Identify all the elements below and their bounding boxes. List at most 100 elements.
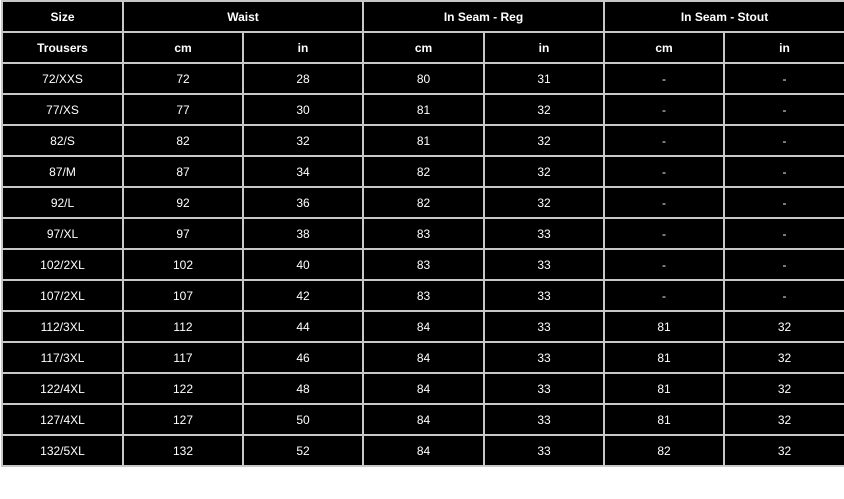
table-cell: 84 — [362, 310, 485, 343]
table-cell: - — [603, 279, 726, 312]
table-cell: 32 — [482, 155, 606, 188]
table-cell: 31 — [482, 62, 606, 95]
table-cell: 33 — [482, 248, 606, 281]
table-cell: - — [723, 155, 844, 188]
table-cell: - — [603, 186, 726, 219]
table-cell: 127 — [122, 403, 244, 436]
table-cell: 122 — [122, 372, 244, 405]
table-cell: 32 — [242, 124, 364, 157]
table-cell: 32 — [482, 186, 606, 219]
size-cell: 102/2XL — [1, 248, 124, 281]
size-cell: 77/XS — [1, 93, 124, 126]
table-cell: 84 — [362, 372, 485, 405]
subheader-cell: cm — [362, 31, 485, 64]
table-cell: 40 — [242, 248, 364, 281]
table-cell: 132 — [122, 434, 244, 467]
table-cell: - — [603, 248, 726, 281]
table-cell: 82 — [362, 186, 485, 219]
table-cell: 33 — [482, 310, 606, 343]
table-cell: 84 — [362, 341, 485, 374]
table-cell: 50 — [242, 403, 364, 436]
header-row: Size Waist In Seam - Reg In Seam - Stout — [1, 0, 844, 33]
size-cell: 87/M — [1, 155, 124, 188]
subheader-cell: Trousers — [1, 31, 124, 64]
table-cell: 82 — [122, 124, 244, 157]
size-cell: 107/2XL — [1, 279, 124, 312]
table-cell: 32 — [482, 93, 606, 126]
table-cell: 72 — [122, 62, 244, 95]
size-cell: 122/4XL — [1, 372, 124, 405]
table-cell: - — [723, 93, 844, 126]
table-cell: 46 — [242, 341, 364, 374]
table-cell: 77 — [122, 93, 244, 126]
table-row: 82/S 82 32 81 32- - — [1, 124, 844, 157]
header-waist: Waist — [122, 0, 364, 33]
subheader-cell: in — [482, 31, 606, 64]
size-chart-table: Size Waist In Seam - Reg In Seam - Stout… — [1, 0, 844, 467]
table-cell: 117 — [122, 341, 244, 374]
table-row: 77/XS 77 30 81 32- - — [1, 93, 844, 126]
table-cell: 84 — [362, 403, 485, 436]
table-cell: 81 — [603, 341, 726, 374]
table-cell: 102 — [122, 248, 244, 281]
table-cell: 81 — [603, 403, 726, 436]
table-row: 97/XL 97 38 83 33- - — [1, 217, 844, 250]
subheader-cell: cm — [122, 31, 244, 64]
table-row: 87/M 87 34 82 32- - — [1, 155, 844, 188]
table-row: 107/2XL 107 42 83 33- - — [1, 279, 844, 312]
table-cell: 32 — [723, 310, 844, 343]
table-row: 122/4XL 122 48 84 33 81 32 — [1, 372, 844, 405]
table-row: 92/L 92 36 82 32- - — [1, 186, 844, 219]
table-cell: - — [723, 62, 844, 95]
table-cell: - — [603, 124, 726, 157]
table-cell: 84 — [362, 434, 485, 467]
size-cell: 92/L — [1, 186, 124, 219]
table-cell: 32 — [723, 341, 844, 374]
table-cell: 36 — [242, 186, 364, 219]
header-inseam-stout: In Seam - Stout — [603, 0, 844, 33]
table-row: 72/XXS 72 28 80 31- - — [1, 62, 844, 95]
size-cell: 117/3XL — [1, 341, 124, 374]
table-cell: 52 — [242, 434, 364, 467]
table-cell: 83 — [362, 279, 485, 312]
table-cell: - — [723, 248, 844, 281]
table-cell: - — [603, 62, 726, 95]
table-row: 117/3XL 117 46 84 33 81 32 — [1, 341, 844, 374]
table-cell: - — [723, 124, 844, 157]
table-cell: 38 — [242, 217, 364, 250]
table-cell: 81 — [603, 372, 726, 405]
table-cell: 83 — [362, 217, 485, 250]
table-cell: 32 — [723, 434, 844, 467]
subheader-cell: cm — [603, 31, 726, 64]
size-cell: 127/4XL — [1, 403, 124, 436]
table-cell: - — [723, 186, 844, 219]
table-cell: 33 — [482, 372, 606, 405]
table-cell: 107 — [122, 279, 244, 312]
table-cell: 87 — [122, 155, 244, 188]
table-row: 127/4XL 127 50 84 33 81 32 — [1, 403, 844, 436]
size-cell: 132/5XL — [1, 434, 124, 467]
subheader-cell: in — [242, 31, 364, 64]
table-cell: 33 — [482, 217, 606, 250]
table-cell: 33 — [482, 434, 606, 467]
table-cell: - — [723, 217, 844, 250]
subheader-row: Trousers cm in cm in cm in — [1, 31, 844, 64]
table-cell: 81 — [362, 124, 485, 157]
table-cell: 81 — [603, 310, 726, 343]
table-row: 132/5XL 132 52 84 33 82 32 — [1, 434, 844, 467]
table-cell: 83 — [362, 248, 485, 281]
table-row: 112/3XL 112 44 84 33 81 32 — [1, 310, 844, 343]
table-cell: 82 — [603, 434, 726, 467]
table-cell: - — [723, 279, 844, 312]
table-cell: 42 — [242, 279, 364, 312]
table-cell: 33 — [482, 279, 606, 312]
size-cell: 82/S — [1, 124, 124, 157]
table-cell: 28 — [242, 62, 364, 95]
table-row: 102/2XL 102 40 83 33- - — [1, 248, 844, 281]
size-cell: 72/XXS — [1, 62, 124, 95]
table-cell: 32 — [723, 403, 844, 436]
table-cell: 33 — [482, 403, 606, 436]
table-cell: 32 — [723, 372, 844, 405]
table-cell: 81 — [362, 93, 485, 126]
table-cell: 34 — [242, 155, 364, 188]
